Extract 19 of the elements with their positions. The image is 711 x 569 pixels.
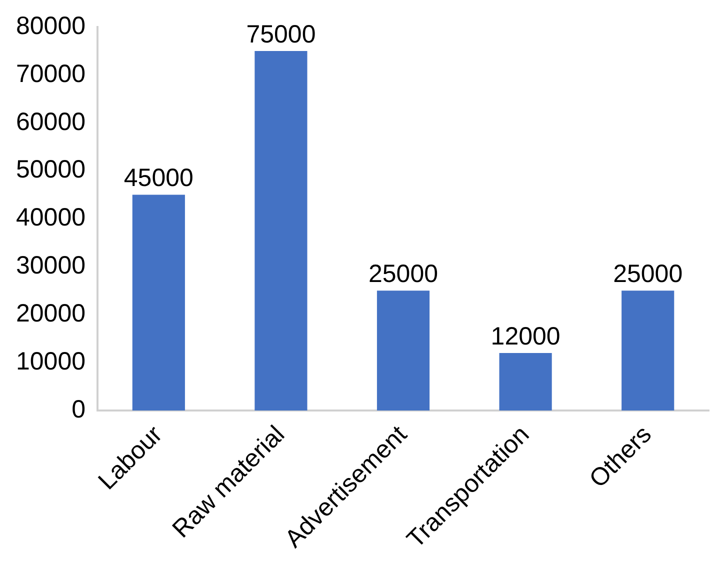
y-tick-label: 50000: [16, 156, 86, 184]
data-label: 12000: [490, 322, 560, 350]
y-tick-label: 80000: [16, 12, 86, 40]
y-tick-label: 60000: [16, 108, 86, 136]
data-label: 75000: [246, 20, 316, 48]
bar: [376, 290, 430, 410]
data-label: 45000: [124, 164, 194, 192]
y-tick-label: 0: [72, 395, 86, 424]
y-tick-label: 70000: [16, 60, 86, 88]
y-tick-label: 40000: [16, 204, 86, 232]
bar: [622, 290, 674, 410]
bar: [254, 50, 308, 410]
data-label: 25000: [613, 260, 683, 288]
y-tick-label: 10000: [16, 347, 86, 376]
y-tick-label: 30000: [16, 252, 86, 280]
bar: [132, 194, 185, 410]
data-label: 25000: [368, 260, 438, 288]
y-tick-label: 20000: [16, 299, 86, 328]
bar: [499, 352, 552, 410]
